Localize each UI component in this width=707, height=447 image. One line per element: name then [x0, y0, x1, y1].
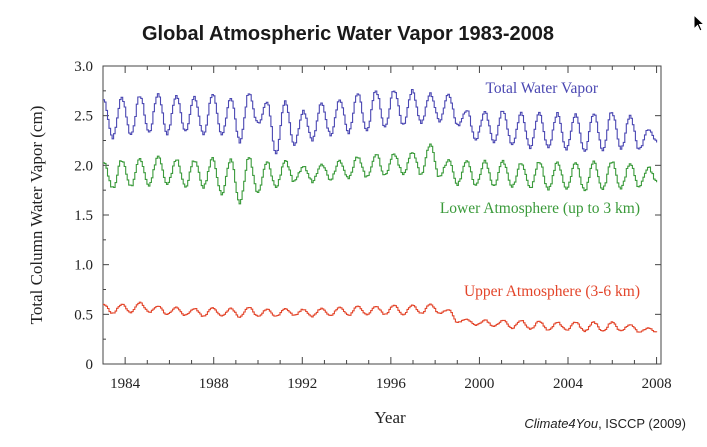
y-tick-label: 0.5 — [74, 307, 93, 323]
x-tick-label: 1996 — [376, 376, 407, 392]
source-credit: Climate4You, ISCCP (2009) — [524, 416, 686, 431]
source-credit-rest: , ISCCP (2009) — [598, 416, 686, 431]
series-label: Upper Atmosphere (3-6 km) — [464, 283, 640, 300]
series-lines — [103, 88, 658, 333]
x-tick-label: 1984 — [110, 376, 141, 392]
y-tick-label: 2.0 — [74, 158, 93, 174]
x-tick-label: 2008 — [642, 376, 672, 392]
y-axis-ticks: 0 0.5 1.0 1.5 2.0 2.5 3.0 — [74, 59, 661, 373]
x-tick-label: 2004 — [553, 376, 584, 392]
source-credit-italic: Climate4You — [524, 416, 598, 431]
y-tick-label: 2.5 — [74, 109, 93, 125]
x-tick-label: 2000 — [464, 376, 494, 392]
series-line — [103, 143, 658, 205]
series-label: Lower Atmosphere (up to 3 km) — [440, 200, 640, 217]
y-tick-label: 3.0 — [74, 59, 93, 75]
y-tick-label: 1.5 — [74, 208, 93, 224]
x-tick-label: 1992 — [287, 376, 317, 392]
x-tick-label: 1988 — [199, 376, 229, 392]
y-tick-label: 1.0 — [74, 258, 93, 274]
series-line — [103, 301, 658, 333]
y-tick-label: 0 — [86, 357, 94, 373]
chart-title: Global Atmospheric Water Vapor 1983-2008 — [142, 23, 554, 45]
series-labels: Total Water Vapor Lower Atmosphere (up to… — [440, 80, 640, 300]
y-axis-label: Total Column Water Vapor (cm) — [27, 106, 46, 325]
series-line — [103, 88, 658, 155]
series-label: Total Water Vapor — [486, 80, 599, 97]
x-axis-ticks: 1984 1988 1992 1996 2000 2004 2008 — [102, 66, 672, 392]
x-axis-label: Year — [374, 408, 406, 427]
mouse-pointer-icon — [693, 14, 706, 32]
